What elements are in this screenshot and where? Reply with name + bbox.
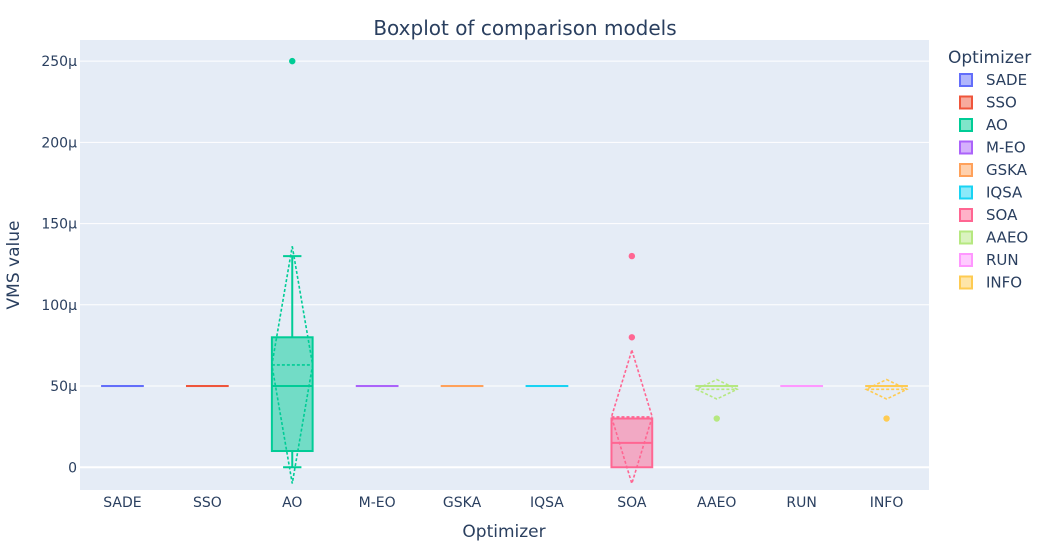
x-tick-label: INFO: [870, 495, 904, 511]
box-info: [864, 378, 909, 422]
outlier-point: [628, 252, 636, 260]
legend-item-run: RUN: [959, 251, 1019, 269]
x-tick-label: GSKA: [443, 495, 482, 511]
chart-title: Boxplot of comparison models: [373, 16, 676, 40]
x-tick-label: AAEO: [697, 495, 736, 511]
box-series: [101, 57, 909, 487]
outlier-point: [883, 415, 890, 422]
box-aaeo: [694, 378, 739, 422]
box-soa: [610, 252, 654, 487]
legend-swatch: [959, 208, 973, 222]
y-tick-label: 0: [68, 460, 77, 476]
y-tick-label: 250μ: [41, 54, 77, 70]
legend-item-sso: SSO: [959, 94, 1017, 112]
legend-swatch: [959, 140, 973, 155]
legend-title: Optimizer: [948, 48, 1031, 68]
legend-label: RUN: [986, 251, 1019, 269]
legend-label: GSKA: [986, 161, 1028, 179]
legend-item-info: INFO: [959, 274, 1022, 292]
legend-item-sade: SADE: [959, 71, 1027, 89]
legend-swatch: [959, 230, 973, 245]
x-tick-label: IQSA: [530, 495, 564, 511]
legend-swatch: [959, 163, 973, 177]
x-tick-label: SOA: [617, 495, 647, 511]
legend: Optimizer SADE SSO AO M-EO GSKA IQSA SOA AAEO RU…: [948, 48, 1031, 292]
x-tick-label: SADE: [103, 495, 141, 511]
legend-label: M-EO: [986, 139, 1026, 157]
y-axis-ticks: 0 50μ 100μ 150μ 200μ 250μ: [41, 54, 77, 476]
x-tick-label: AO: [282, 495, 302, 511]
legend-label: SADE: [986, 71, 1027, 89]
legend-label: AO: [986, 116, 1008, 134]
x-tick-label: SSO: [193, 495, 222, 511]
legend-item-soa: SOA: [959, 206, 1018, 224]
sd-diamond: [271, 246, 314, 484]
legend-item-ao: AO: [959, 116, 1008, 134]
legend-swatch: [959, 185, 973, 200]
legend-label: INFO: [986, 274, 1022, 292]
legend-item-iqsa: IQSA: [959, 184, 1023, 202]
box-iqr: [270, 336, 314, 453]
legend-swatch: [959, 253, 973, 267]
legend-swatch: [959, 73, 973, 87]
outlier-point: [628, 334, 636, 341]
outlier-point: [289, 57, 296, 65]
legend-item-gska: GSKA: [959, 161, 1028, 179]
x-tick-label: M-EO: [359, 495, 396, 511]
y-tick-label: 50μ: [50, 379, 77, 395]
legend-label: AAEO: [986, 229, 1028, 247]
y-tick-label: 200μ: [41, 135, 77, 151]
x-tick-label: RUN: [786, 495, 816, 511]
y-tick-label: 100μ: [41, 298, 77, 314]
legend-swatch: [959, 95, 973, 110]
legend-label: SOA: [986, 206, 1018, 224]
legend-item-m-eo: M-EO: [959, 139, 1026, 157]
plot-background: [80, 40, 929, 490]
x-axis-ticks: SADE SSO AO M-EO GSKA IQSA SOA AAEO RUN INFO: [103, 495, 903, 511]
sd-diamond: [610, 347, 654, 487]
legend-label: SSO: [986, 94, 1017, 112]
legend-swatch: [959, 275, 973, 290]
y-tick-label: 150μ: [41, 217, 77, 233]
legend-label: IQSA: [986, 184, 1023, 202]
box-ao: [270, 57, 314, 484]
y-axis-title: VMS value: [4, 221, 24, 310]
x-axis-title: Optimizer: [462, 522, 545, 542]
outlier-point: [713, 415, 720, 422]
legend-swatch: [959, 118, 973, 132]
legend-item-aaeo: AAEO: [959, 229, 1028, 247]
